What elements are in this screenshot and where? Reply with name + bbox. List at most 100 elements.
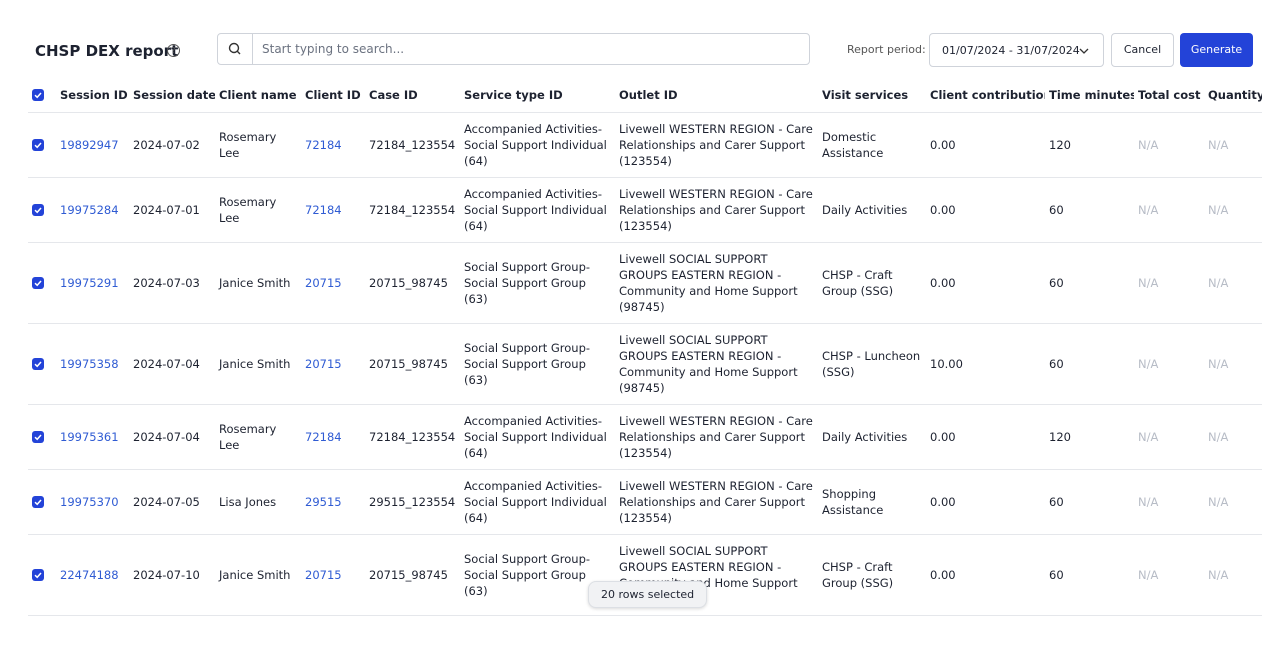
table-cell: 0.00 [926, 242, 1045, 324]
table-cell: Accompanied Activities-Social Support In… [460, 404, 615, 470]
table-row: 19975291 2024-07-03 Janice Smith 20715 20715… [28, 242, 1262, 324]
table-cell[interactable]: 72184 [301, 112, 365, 178]
column-header[interactable]: Quantity [1208, 88, 1262, 102]
table-cell: 20715_98745 [365, 242, 460, 324]
table-cell[interactable]: 72184 [301, 404, 365, 470]
checkbox[interactable] [32, 89, 44, 101]
column-header[interactable]: Client ID [305, 88, 361, 102]
table-cell: 0.00 [926, 469, 1045, 535]
selection-toast: 20 rows selected [588, 581, 708, 608]
period-value: 01/07/2024 - 31/07/2024 [942, 44, 1080, 57]
table-cell: Accompanied Activities-Social Support In… [460, 177, 615, 243]
checkbox-cell [28, 112, 56, 178]
table-cell: Janice Smith [215, 534, 301, 616]
table-cell[interactable]: 20715 [301, 242, 365, 324]
table-cell[interactable]: 20715 [301, 534, 365, 616]
table-cell: 72184_123554 [365, 177, 460, 243]
help-icon[interactable]: ? [167, 44, 180, 57]
table-cell: Janice Smith [215, 242, 301, 324]
table-cell[interactable]: 19975361 [56, 404, 129, 470]
table-cell: N/A [1204, 534, 1262, 616]
table-row: 19975361 2024-07-04 Rosemary Lee 72184 72184… [28, 404, 1262, 470]
table-cell: Livewell WESTERN REGION - Care Relations… [615, 469, 818, 535]
checkbox[interactable] [32, 139, 44, 151]
checkbox-cell [28, 177, 56, 243]
table-cell: Rosemary Lee [215, 177, 301, 243]
table-cell: 2024-07-02 [129, 112, 215, 178]
table-row: 19892947 2024-07-02 Rosemary Lee 72184 72184… [28, 112, 1262, 178]
table-cell: 72184_123554 [365, 112, 460, 178]
table-cell[interactable]: 19975291 [56, 242, 129, 324]
table-cell: 0.00 [926, 177, 1045, 243]
column-header[interactable]: Client contribution [930, 88, 1045, 102]
table-cell: N/A [1134, 242, 1204, 324]
table-cell: Accompanied Activities-Social Support In… [460, 112, 615, 178]
table-cell: 0.00 [926, 534, 1045, 616]
checkbox[interactable] [32, 277, 44, 289]
table-cell: Social Support Group-Social Support Grou… [460, 242, 615, 324]
table-row: 19975284 2024-07-01 Rosemary Lee 72184 72184… [28, 177, 1262, 243]
table-cell: 0.00 [926, 112, 1045, 178]
checkbox[interactable] [32, 496, 44, 508]
checkbox-cell [28, 323, 56, 405]
table-cell: 60 [1045, 323, 1134, 405]
table-cell: N/A [1204, 242, 1262, 324]
table-cell[interactable]: 19892947 [56, 112, 129, 178]
table-cell: 0.00 [926, 404, 1045, 470]
table-cell[interactable]: 22474188 [56, 534, 129, 616]
table-cell: Domestic Assistance [818, 112, 926, 178]
generate-button[interactable]: Generate [1180, 33, 1253, 67]
table-cell: N/A [1204, 469, 1262, 535]
table-cell: N/A [1134, 534, 1204, 616]
column-header[interactable]: Time minutes [1049, 88, 1134, 102]
column-header[interactable]: Client name [219, 88, 297, 102]
table-cell: CHSP - Craft Group (SSG) [818, 534, 926, 616]
table-cell[interactable]: 29515 [301, 469, 365, 535]
table-cell[interactable]: 20715 [301, 323, 365, 405]
cancel-button[interactable]: Cancel [1111, 33, 1174, 67]
table-cell: 2024-07-04 [129, 323, 215, 405]
table-cell: Accompanied Activities-Social Support In… [460, 469, 615, 535]
table-row: 19975358 2024-07-04 Janice Smith 20715 20715… [28, 323, 1262, 405]
checkbox-cell [28, 404, 56, 470]
table-cell: N/A [1134, 323, 1204, 405]
table-cell: Rosemary Lee [215, 404, 301, 470]
column-header[interactable]: Visit services [822, 88, 909, 102]
table-cell: 10.00 [926, 323, 1045, 405]
table-cell: N/A [1204, 404, 1262, 470]
checkbox[interactable] [32, 204, 44, 216]
table-cell: Livewell SOCIAL SUPPORT GROUPS EASTERN R… [615, 242, 818, 324]
column-header[interactable]: Session ID [60, 88, 128, 102]
column-header[interactable]: Outlet ID [619, 88, 678, 102]
table-cell[interactable]: 72184 [301, 177, 365, 243]
checkbox[interactable] [32, 569, 44, 581]
table-cell: 60 [1045, 534, 1134, 616]
table-cell: 2024-07-01 [129, 177, 215, 243]
table-cell: Livewell WESTERN REGION - Care Relations… [615, 404, 818, 470]
table-cell[interactable]: 19975370 [56, 469, 129, 535]
checkbox-cell [28, 534, 56, 616]
table-cell: 120 [1045, 404, 1134, 470]
table-cell: 60 [1045, 242, 1134, 324]
search-icon [228, 34, 253, 64]
column-header[interactable]: Case ID [369, 88, 418, 102]
checkbox[interactable] [32, 358, 44, 370]
table-row: 19975370 2024-07-05 Lisa Jones 29515 29515_1… [28, 469, 1262, 535]
table-cell: 20715_98745 [365, 323, 460, 405]
period-select[interactable]: 01/07/2024 - 31/07/2024 [929, 33, 1104, 67]
search-box[interactable]: Start typing to search... [217, 33, 810, 65]
table-cell: N/A [1204, 112, 1262, 178]
checkbox[interactable] [32, 431, 44, 443]
header-row: Session ID Session date Client name Client … [28, 78, 1262, 113]
table-cell: Livewell SOCIAL SUPPORT GROUPS EASTERN R… [615, 323, 818, 405]
report-table: Session ID Session date Client name Client … [28, 78, 1262, 616]
table-cell[interactable]: 19975284 [56, 177, 129, 243]
table-cell: 29515_123554 [365, 469, 460, 535]
column-header[interactable]: Session date [133, 88, 215, 102]
table-cell[interactable]: 19975358 [56, 323, 129, 405]
column-header[interactable]: Total cost [1138, 88, 1201, 102]
column-header[interactable]: Service type ID [464, 88, 563, 102]
checkbox-cell [28, 242, 56, 324]
table-cell: 60 [1045, 469, 1134, 535]
